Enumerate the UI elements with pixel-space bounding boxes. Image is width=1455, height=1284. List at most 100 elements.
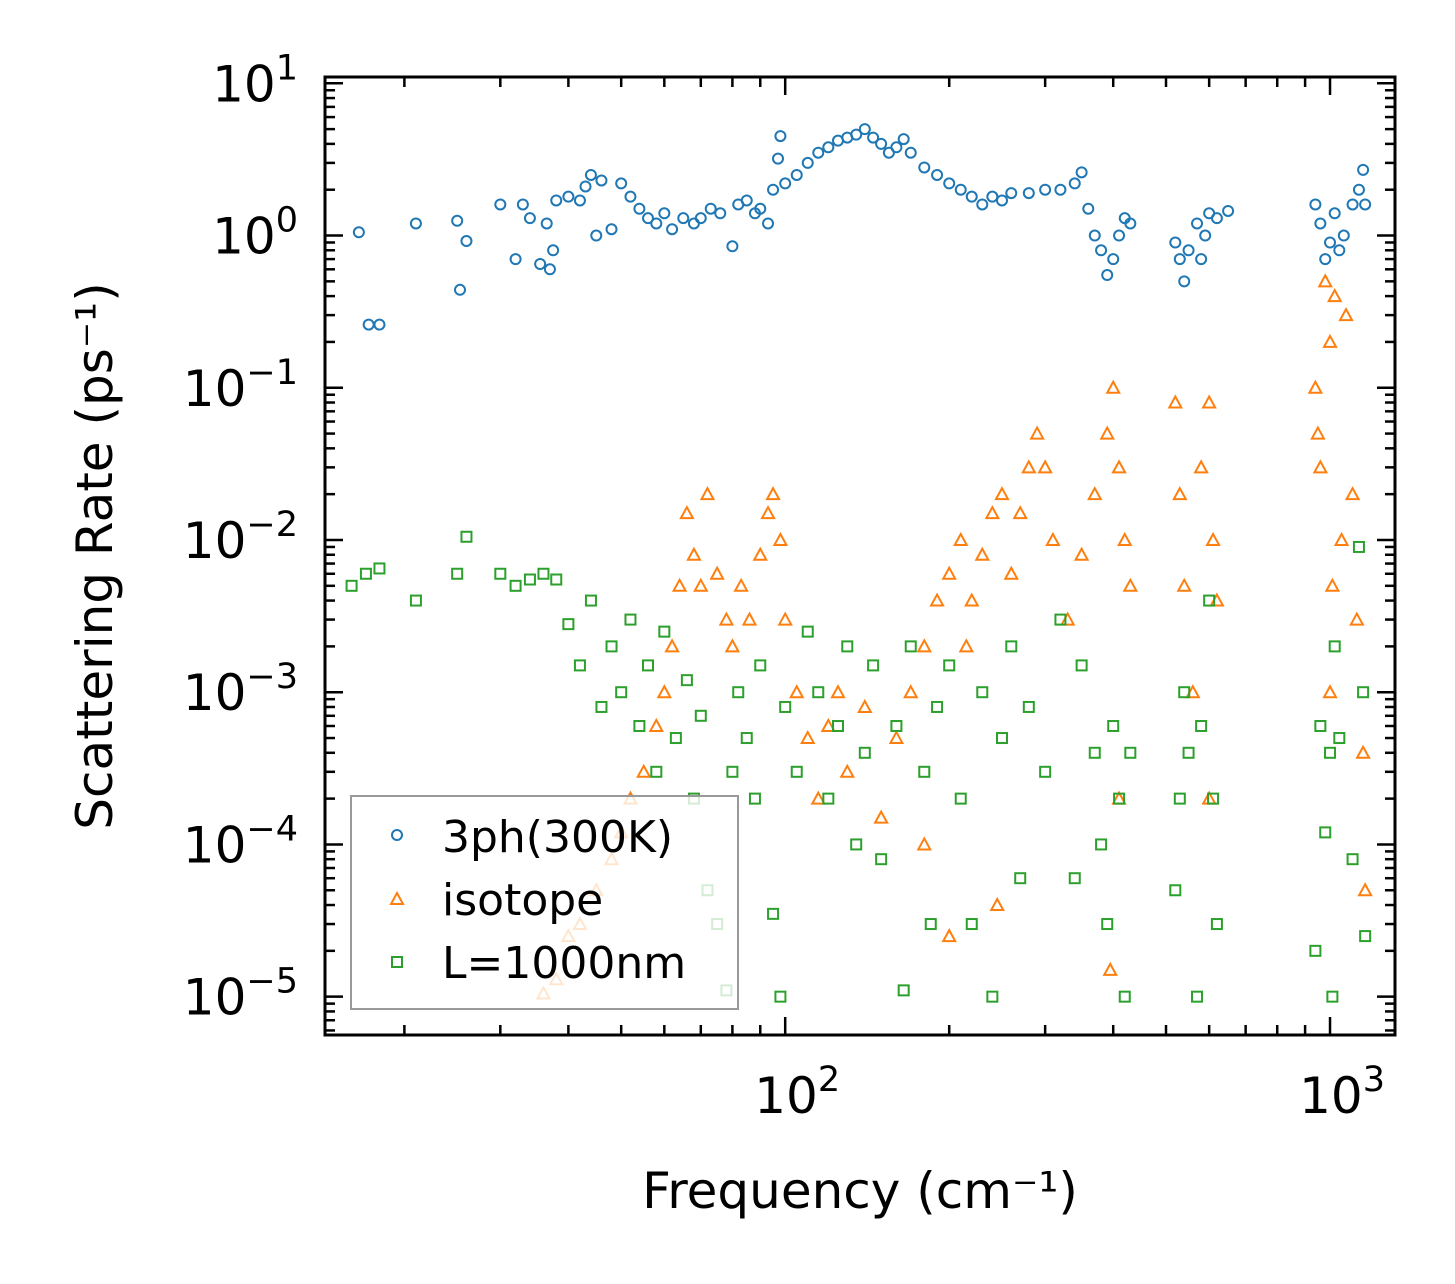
data-point-square (680, 674, 693, 687)
data-point-square (1357, 686, 1370, 699)
data-point-triangle (1037, 459, 1053, 474)
data-point-triangle (1021, 459, 1037, 474)
data-point-circle (362, 318, 375, 331)
data-point-circle (850, 128, 863, 141)
data-point-circle (666, 223, 679, 236)
data-point-circle (986, 190, 999, 203)
data-point-circle (451, 214, 464, 227)
data-point-circle (890, 141, 903, 154)
data-point-triangle (800, 729, 816, 745)
data-point-square (774, 990, 787, 1003)
data-point-triangle (789, 684, 805, 699)
data-point-circle (875, 137, 888, 150)
data-point-square (1088, 746, 1101, 759)
data-point-triangle (1310, 425, 1326, 440)
data-point-circle (1124, 217, 1137, 230)
data-point-triangle (820, 717, 837, 732)
data-point-square (509, 579, 522, 592)
data-point-circle (1068, 177, 1081, 190)
data-point-circle (767, 183, 780, 196)
legend-marker-3ph (391, 829, 403, 841)
data-point-circle (965, 190, 978, 203)
y-axis-label: Scattering Rate (ps⁻¹) (66, 282, 124, 829)
data-point-square (1068, 872, 1081, 885)
data-point-circle (1357, 163, 1370, 176)
data-point-square (584, 594, 597, 607)
data-point-triangle (1324, 577, 1341, 592)
data-point-triangle (989, 896, 1005, 912)
data-point-triangle (1122, 577, 1139, 592)
data-point-circle (779, 177, 792, 190)
data-point-circle (573, 194, 586, 207)
x-tick-label: 103 (1299, 1060, 1385, 1125)
data-point-square (954, 792, 967, 805)
y-tick-label: 10−4 (183, 809, 298, 874)
data-point-triangle (929, 592, 945, 607)
data-point-square (451, 567, 464, 580)
data-point-circle (454, 283, 467, 296)
data-point-square (875, 853, 888, 866)
data-point-circle (931, 168, 944, 181)
data-point-triangle (1105, 379, 1121, 394)
data-point-square (897, 984, 910, 997)
data-point-square (1118, 990, 1131, 1003)
data-point-circle (771, 152, 784, 165)
data-point-triangle (1322, 333, 1338, 348)
data-point-square (1178, 686, 1191, 699)
tick-labels: 102 103 101 100 10−1 10−2 10−3 10−4 10−5 (183, 48, 1385, 1125)
data-point-triangle (903, 684, 919, 699)
data-point-circle (976, 198, 989, 211)
data-point-circle (801, 156, 814, 169)
data-point-triangle (765, 486, 781, 501)
data-point-circle (867, 131, 880, 144)
data-point-triangle (839, 763, 855, 778)
data-point-circle (584, 168, 597, 181)
data-point-circle (774, 130, 787, 143)
data-point-square (1346, 853, 1359, 866)
data-point-circle (509, 253, 522, 266)
data-point-triangle (718, 611, 735, 626)
data-point-square (890, 719, 903, 732)
data-point-triangle (1172, 486, 1188, 501)
data-point-square (918, 765, 931, 778)
data-point-triangle (679, 505, 695, 520)
data-point-triangle (857, 698, 873, 713)
data-point-triangle (1344, 486, 1361, 501)
data-point-circle (1191, 217, 1204, 230)
data-point-square (931, 700, 944, 713)
data-point-circle (633, 202, 646, 215)
data-point-square (595, 700, 608, 713)
data-point-triangle (1012, 505, 1028, 520)
data-point-circle (1352, 183, 1365, 196)
data-point-triangle (888, 729, 905, 745)
data-point-square (732, 686, 745, 699)
data-point-square (658, 625, 671, 638)
data-point-square (740, 732, 753, 745)
data-point-square (1203, 594, 1216, 607)
data-point-square (359, 567, 372, 580)
x-axis-label: Frequency (cm⁻¹) (642, 1162, 1078, 1220)
plot-frame (323, 75, 1397, 1037)
data-point-square (1113, 792, 1126, 805)
data-point-circle (687, 217, 700, 230)
data-point-square (1352, 540, 1365, 553)
y-tick-label: 10−3 (183, 657, 298, 722)
data-point-circle (1346, 198, 1359, 211)
data-point-square (748, 792, 761, 805)
data-point-circle (1075, 166, 1088, 179)
data-point-square (1095, 838, 1108, 851)
data-point-triangle (1201, 394, 1217, 409)
data-point-square (1191, 990, 1204, 1003)
data-point-circle (677, 212, 690, 225)
data-point-square (976, 686, 989, 699)
data-point-circle (615, 177, 628, 190)
data-point-circle (1022, 187, 1035, 200)
data-point-triangle (636, 763, 652, 778)
data-point-triangle (1176, 577, 1192, 592)
data-point-triangle (671, 577, 688, 592)
data-point-circle (523, 212, 536, 225)
data-point-circle (1101, 269, 1114, 282)
data-point-square (1039, 765, 1052, 778)
data-point-circle (550, 194, 563, 207)
